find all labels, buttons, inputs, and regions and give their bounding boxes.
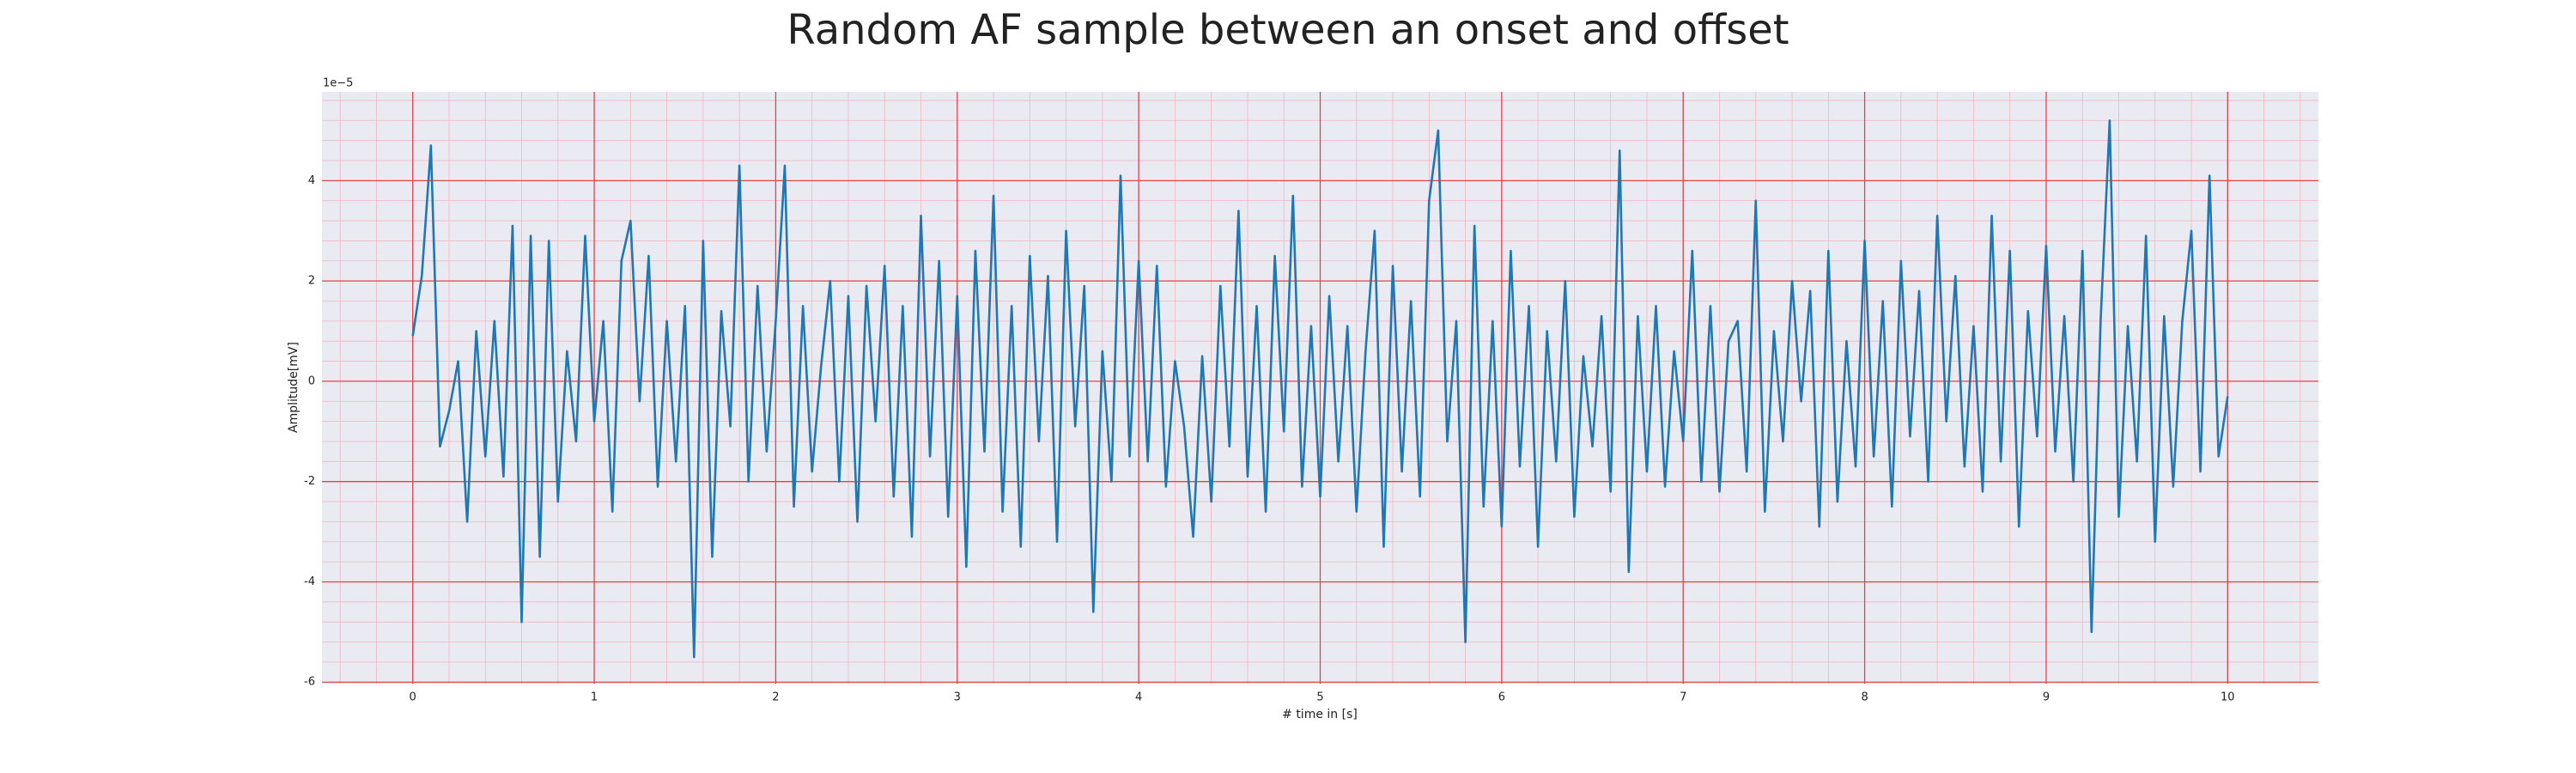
x-tick-label: 1 — [591, 691, 598, 704]
x-tick-label: 6 — [1498, 691, 1505, 704]
grid — [322, 92, 2318, 684]
y-tick-label: 0 — [308, 374, 315, 387]
x-axis-label: # time in [s] — [1282, 708, 1358, 721]
y-tick-label: -6 — [304, 676, 315, 689]
x-tick-label: 3 — [954, 691, 961, 704]
y-tick-label: -2 — [304, 475, 315, 488]
chart-title: Random AF sample between an onset and of… — [787, 6, 1789, 54]
x-tick-label: 4 — [1135, 691, 1142, 704]
y-tick-label: -4 — [304, 575, 315, 588]
x-tick-label: 5 — [1316, 691, 1323, 704]
y-axis-label: Amplitude[mV] — [287, 342, 301, 433]
x-tick-label: 2 — [772, 691, 779, 704]
x-tick-label: 10 — [2221, 691, 2235, 704]
y-tick-label: 4 — [308, 174, 315, 187]
data-line — [411, 119, 2229, 659]
x-tick-label: 8 — [1861, 691, 1868, 704]
y-tick-label: 2 — [308, 275, 315, 288]
x-tick-label: 7 — [1680, 691, 1686, 704]
labels: 0 1 2 3 4 5 6 7 8 9 10 -6 -4 -2 0 2 4 — [304, 174, 2235, 704]
marks — [411, 119, 2229, 659]
x-tick-label: 0 — [410, 691, 416, 704]
y-offset-label: 1e−5 — [323, 77, 353, 90]
x-tick-label: 9 — [2043, 691, 2050, 704]
